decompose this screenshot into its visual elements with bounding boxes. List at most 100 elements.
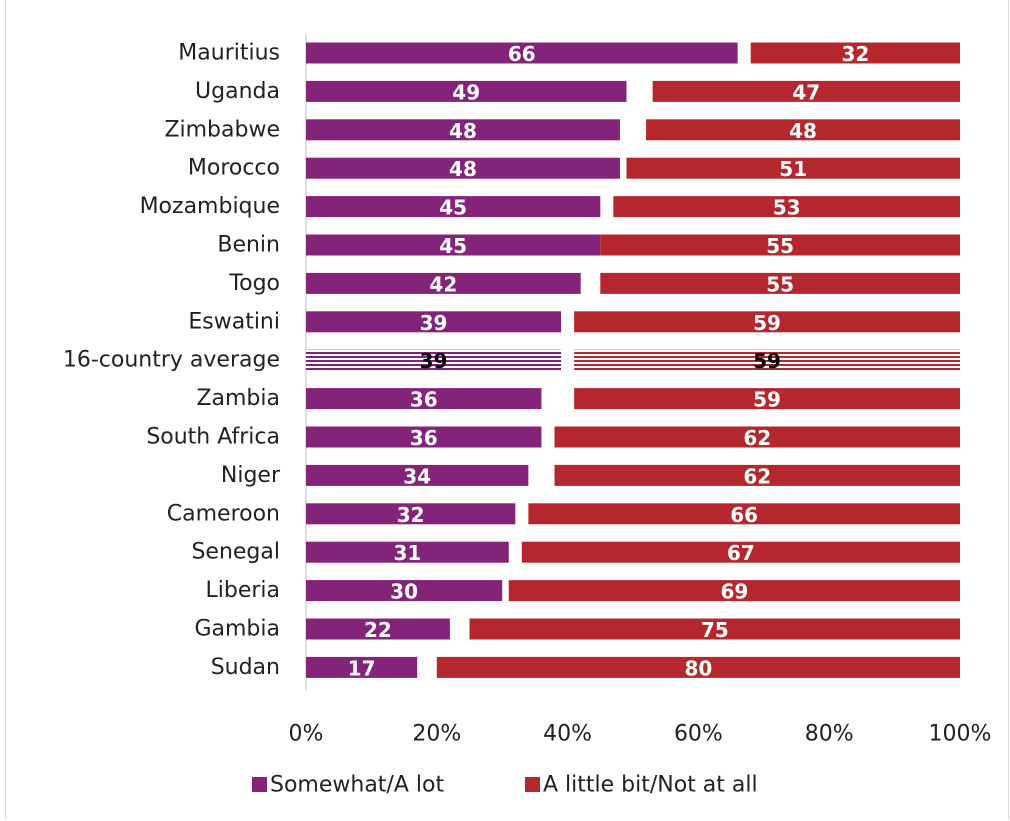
value-label-somewhat-a-lot-niger: 34 xyxy=(403,464,431,488)
value-label-somewhat-a-lot-uganda: 49 xyxy=(452,80,480,104)
x-tick-label-0-0: 0% xyxy=(289,722,324,747)
category-label-south-africa: South Africa xyxy=(146,425,280,450)
value-label-a-little-bit-not-at-all-zimbabwe: 48 xyxy=(789,119,817,143)
x-tick-label-40-2: 40% xyxy=(543,722,592,747)
bar-a-little-bit-not-at-all-cameroon xyxy=(528,503,960,525)
value-label-a-little-bit-not-at-all-senegal: 67 xyxy=(727,541,755,565)
bar-somewhat-a-lot-cameroon xyxy=(306,503,516,525)
bar-a-little-bit-not-at-all-eswatini xyxy=(574,311,960,333)
value-label-somewhat-a-lot-zimbabwe: 48 xyxy=(449,119,477,143)
value-label-somewhat-a-lot-16-country-average: 39 xyxy=(420,349,448,373)
bar-a-little-bit-not-at-all-niger xyxy=(554,464,960,486)
category-label-niger: Niger xyxy=(221,463,281,488)
value-label-somewhat-a-lot-cameroon: 32 xyxy=(397,503,425,527)
value-label-somewhat-a-lot-zambia: 36 xyxy=(410,388,438,412)
value-label-a-little-bit-not-at-all-benin: 55 xyxy=(766,234,794,258)
bar-somewhat-a-lot-senegal xyxy=(306,541,509,563)
category-label-uganda: Uganda xyxy=(195,79,280,104)
bar-somewhat-a-lot-benin xyxy=(306,234,601,256)
value-label-a-little-bit-not-at-all-gambia: 75 xyxy=(701,618,729,642)
category-label-benin: Benin xyxy=(217,233,280,258)
bar-somewhat-a-lot-mozambique xyxy=(306,196,601,218)
value-label-a-little-bit-not-at-all-mauritius: 32 xyxy=(841,42,869,66)
category-label-zambia: Zambia xyxy=(196,386,280,411)
bar-somewhat-a-lot-eswatini xyxy=(306,311,562,333)
x-tick-label-80-4: 80% xyxy=(805,722,854,747)
bar-somewhat-a-lot-uganda xyxy=(306,80,627,102)
bar-somewhat-a-lot-south-africa xyxy=(306,426,542,448)
value-label-a-little-bit-not-at-all-zambia: 59 xyxy=(753,388,781,412)
bar-somewhat-a-lot-zimbabwe xyxy=(306,119,620,141)
value-label-a-little-bit-not-at-all-sudan: 80 xyxy=(684,656,712,680)
value-label-somewhat-a-lot-morocco: 48 xyxy=(449,157,477,181)
bar-a-little-bit-not-at-all-zimbabwe xyxy=(646,119,960,141)
legend-swatch-a-little-bit-not-at-all xyxy=(525,777,540,792)
bar-somewhat-a-lot-zambia xyxy=(306,388,542,410)
bar-a-little-bit-not-at-all-mozambique xyxy=(613,196,960,218)
category-label-togo: Togo xyxy=(228,271,280,296)
bar-somewhat-a-lot-mauritius xyxy=(306,42,738,64)
value-label-somewhat-a-lot-mauritius: 66 xyxy=(508,42,536,66)
value-label-a-little-bit-not-at-all-eswatini: 59 xyxy=(753,311,781,335)
bar-a-little-bit-not-at-all-uganda xyxy=(652,80,960,102)
value-label-somewhat-a-lot-liberia: 30 xyxy=(390,580,418,604)
value-label-a-little-bit-not-at-all-16-country-average: 59 xyxy=(753,349,781,373)
bar-a-little-bit-not-at-all-benin xyxy=(600,234,960,256)
bar-a-little-bit-not-at-all-senegal xyxy=(521,541,960,563)
category-label-zimbabwe: Zimbabwe xyxy=(164,117,280,142)
category-label-16-country-average: 16-country average xyxy=(63,348,280,373)
bar-somewhat-a-lot-togo xyxy=(306,272,581,294)
x-tick-labels-group: 0% 20% 40% 60% 80% 100% xyxy=(289,722,992,747)
legend: Somewhat/A lot A little bit/Not at all xyxy=(252,773,758,798)
category-label-liberia: Liberia xyxy=(205,578,280,603)
legend-label-a-little-bit-not-at-all: A little bit/Not at all xyxy=(543,773,758,798)
bar-somewhat-a-lot-sudan xyxy=(306,656,418,678)
bar-somewhat-a-lot-morocco xyxy=(306,157,620,179)
category-label-cameroon: Cameroon xyxy=(167,501,280,526)
bar-a-little-bit-not-at-all-liberia xyxy=(508,580,960,602)
bar-somewhat-a-lot-16-country-average xyxy=(306,349,562,371)
bar-somewhat-a-lot-gambia xyxy=(306,618,450,640)
legend-swatch-somewhat-a-lot xyxy=(252,777,267,792)
x-tick-label-20-1: 20% xyxy=(412,722,461,747)
category-label-mauritius: Mauritius xyxy=(178,41,280,66)
category-label-senegal: Senegal xyxy=(191,540,280,565)
bar-a-little-bit-not-at-all-south-africa xyxy=(554,426,960,448)
value-label-a-little-bit-not-at-all-south-africa: 62 xyxy=(743,426,771,450)
bar-a-little-bit-not-at-all-sudan xyxy=(436,656,960,678)
value-label-somewhat-a-lot-mozambique: 45 xyxy=(439,196,467,220)
bar-a-little-bit-not-at-all-gambia xyxy=(469,618,960,640)
bar-a-little-bit-not-at-all-16-country-average xyxy=(574,349,960,371)
category-labels-group: Mauritius Uganda Zimbabwe Morocco Mozambique… xyxy=(63,41,281,680)
category-label-sudan: Sudan xyxy=(211,655,280,680)
category-label-gambia: Gambia xyxy=(194,617,280,642)
bar-a-little-bit-not-at-all-zambia xyxy=(574,388,960,410)
value-label-a-little-bit-not-at-all-niger: 62 xyxy=(743,464,771,488)
bars-group: 66 32 49 47 48 48 48 51 45 53 45 55 42 55 39 59 39 59 36 59… xyxy=(306,42,960,680)
legend-label-somewhat-a-lot: Somewhat/A lot xyxy=(270,773,444,798)
value-label-a-little-bit-not-at-all-cameroon: 66 xyxy=(730,503,758,527)
value-label-somewhat-a-lot-benin: 45 xyxy=(439,234,467,258)
value-label-somewhat-a-lot-sudan: 17 xyxy=(348,656,376,680)
value-label-a-little-bit-not-at-all-liberia: 69 xyxy=(720,580,748,604)
category-label-eswatini: Eswatini xyxy=(188,309,280,334)
value-label-somewhat-a-lot-togo: 42 xyxy=(429,272,457,296)
value-label-somewhat-a-lot-south-africa: 36 xyxy=(410,426,438,450)
value-label-somewhat-a-lot-gambia: 22 xyxy=(364,618,392,642)
bar-somewhat-a-lot-niger xyxy=(306,464,529,486)
bar-a-little-bit-not-at-all-morocco xyxy=(626,157,960,179)
bar-a-little-bit-not-at-all-mauritius xyxy=(750,42,960,64)
value-label-somewhat-a-lot-senegal: 31 xyxy=(393,541,421,565)
chart-frame xyxy=(5,0,1009,820)
bar-somewhat-a-lot-liberia xyxy=(306,580,503,602)
category-label-morocco: Morocco xyxy=(188,156,280,181)
x-tick-label-60-3: 60% xyxy=(674,722,723,747)
x-tick-label-100-5: 100% xyxy=(929,722,992,747)
value-label-a-little-bit-not-at-all-togo: 55 xyxy=(766,272,794,296)
category-label-mozambique: Mozambique xyxy=(140,194,280,219)
bar-a-little-bit-not-at-all-togo xyxy=(600,272,960,294)
value-label-a-little-bit-not-at-all-uganda: 47 xyxy=(792,80,820,104)
value-label-a-little-bit-not-at-all-mozambique: 53 xyxy=(773,196,801,220)
value-label-a-little-bit-not-at-all-morocco: 51 xyxy=(779,157,807,181)
